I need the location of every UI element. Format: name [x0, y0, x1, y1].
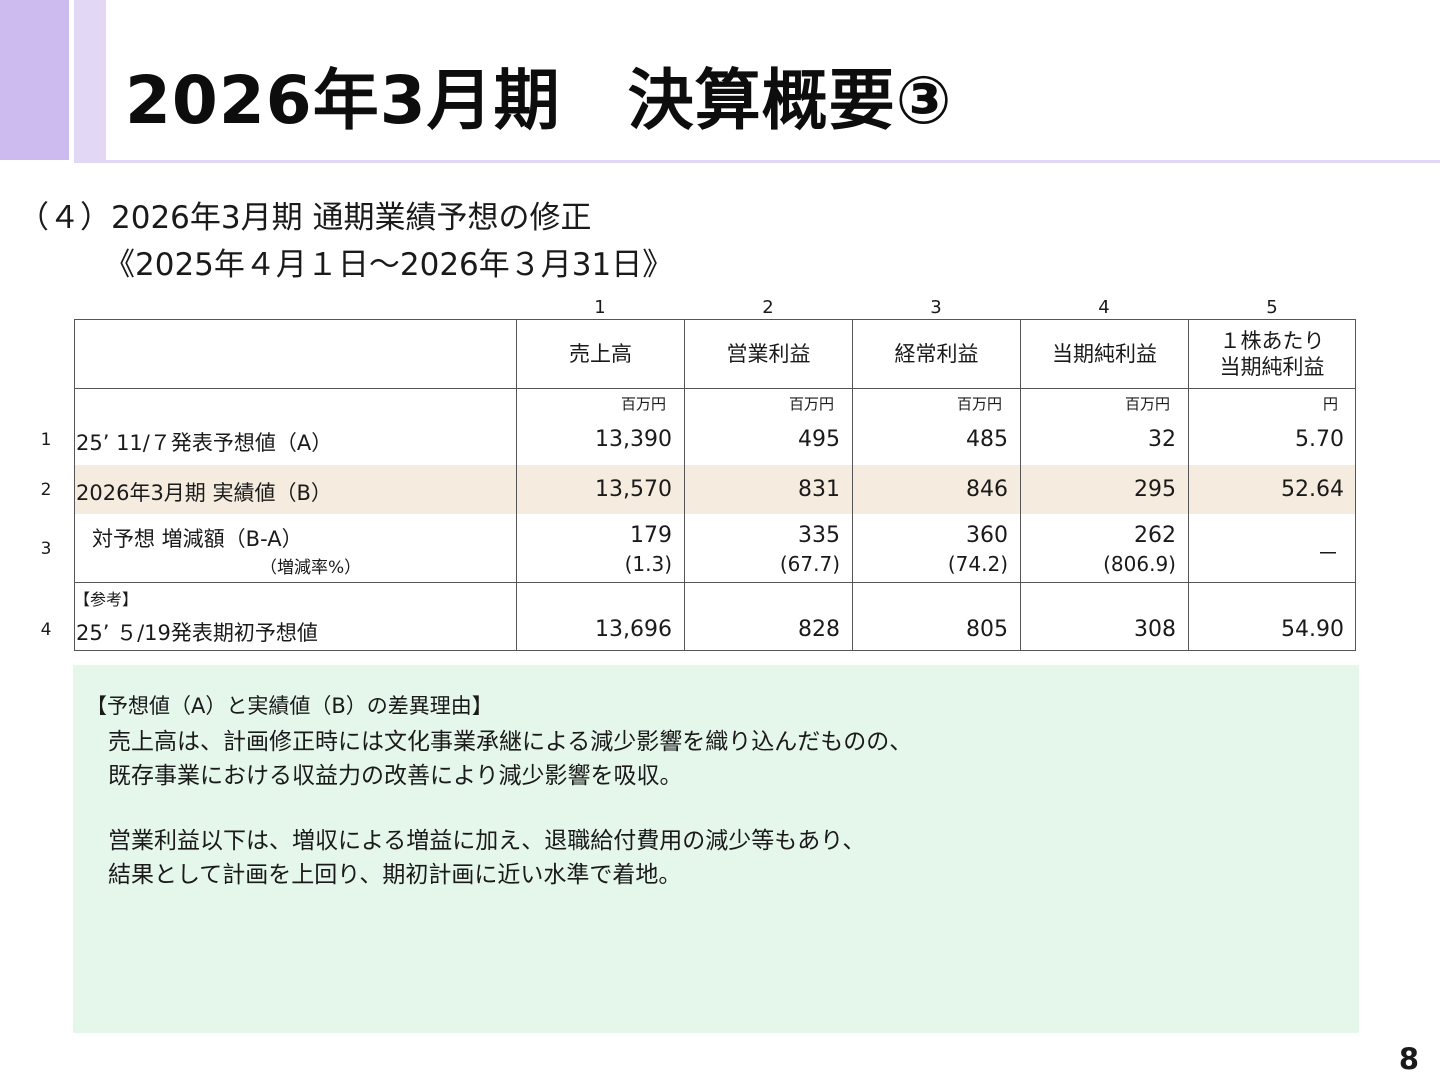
table-cell-rate: (67.7) [779, 552, 840, 576]
column-number: 4 [1098, 297, 1110, 318]
table-divider [1020, 319, 1021, 651]
column-number: 3 [930, 297, 942, 318]
forecast-table [74, 319, 1356, 651]
table-cell: 262 [1134, 523, 1176, 548]
table-cell: 13,390 [595, 427, 672, 452]
row-label-initial-forecast: 25’ ５/19発表期初予想値 [76, 621, 318, 645]
row-number: 2 [40, 480, 52, 500]
unit-label: 百万円 [956, 395, 1002, 413]
unit-label: 百万円 [788, 395, 834, 413]
highlighted-row-background [75, 465, 1355, 514]
table-cell: 54.90 [1281, 617, 1344, 642]
table-cell: 5.70 [1295, 427, 1344, 452]
row-sublabel-change-rate: （増減率%） [260, 558, 362, 578]
table-divider [74, 388, 1356, 389]
table-cell: 52.64 [1281, 477, 1344, 502]
table-cell: 485 [966, 427, 1008, 452]
table-cell: 828 [798, 617, 840, 642]
table-cell: 308 [1134, 617, 1176, 642]
header-eps-line1: １株あたり [1219, 328, 1325, 353]
table-cell: 831 [798, 477, 840, 502]
header-net-income: 当期純利益 [1052, 341, 1157, 366]
period-range: 《2025年４月１日～2026年３月31日》 [104, 247, 674, 283]
unit-label: 百万円 [1124, 395, 1170, 413]
table-cell-rate: (1.3) [624, 552, 672, 576]
unit-label: 百万円 [620, 395, 666, 413]
page-title: 2026年3月期 決算概要③ [125, 62, 953, 139]
variance-explanation-box [73, 665, 1359, 1033]
table-cell: － [1316, 542, 1339, 567]
table-cell: 32 [1148, 427, 1176, 452]
table-cell: 360 [966, 523, 1008, 548]
note-line: 既存事業における収益力の改善により減少影響を吸収。 [108, 763, 683, 789]
section-subtitle: （４）2026年3月期 通期業績予想の修正 [18, 200, 592, 236]
table-divider [1188, 319, 1189, 651]
table-cell: 179 [630, 523, 672, 548]
table-cell-rate: (74.2) [947, 552, 1008, 576]
header-net-sales: 売上高 [569, 341, 632, 366]
reference-tag: 【参考】 [74, 590, 139, 609]
row-label-initial-revised-forecast: 25’ 11/７発表予想値（A） [76, 431, 333, 455]
table-cell: 13,696 [595, 617, 672, 642]
header-ordinary-profit: 経常利益 [894, 341, 979, 366]
row-number: 1 [40, 430, 52, 450]
table-divider [74, 582, 1356, 583]
note-line: 売上高は、計画修正時には文化事業承継による減少影響を織り込んだものの、 [108, 729, 913, 755]
row-label-difference: 対予想 増減額（B-A） [92, 527, 303, 551]
header-accent-bar-light [74, 0, 106, 160]
table-cell: 495 [798, 427, 840, 452]
header-accent-bar [0, 0, 69, 160]
unit-label: 円 [1322, 395, 1338, 413]
header-operating-profit: 営業利益 [726, 341, 811, 366]
column-number: 2 [762, 297, 774, 318]
column-number: 5 [1266, 297, 1278, 318]
table-divider [516, 319, 517, 651]
note-line: 結果として計画を上回り、期初計画に近い水準で着地。 [108, 862, 682, 888]
table-cell-rate: (806.9) [1103, 552, 1176, 576]
header-eps: １株あたり 当期純利益 [1189, 320, 1355, 388]
table-cell: 335 [798, 523, 840, 548]
table-cell: 805 [966, 617, 1008, 642]
page-number: 8 [1398, 1042, 1419, 1076]
table-cell: 13,570 [595, 477, 672, 502]
header-eps-line2: 当期純利益 [1219, 355, 1325, 379]
table-cell: 846 [966, 477, 1008, 502]
note-heading: 【予想値（A）と実績値（B）の差異理由】 [86, 694, 493, 718]
table-divider [684, 319, 685, 651]
row-label-actual: 2026年3月期 実績値（B） [76, 481, 332, 505]
row-number: 4 [40, 620, 52, 640]
column-number: 1 [594, 297, 606, 318]
note-line: 営業利益以下は、増収による増益に加え、退職給付費用の減少等もあり、 [108, 828, 866, 854]
table-divider [852, 319, 853, 651]
title-underline [74, 160, 1440, 163]
row-number: 3 [40, 539, 52, 559]
table-cell: 295 [1134, 477, 1176, 502]
